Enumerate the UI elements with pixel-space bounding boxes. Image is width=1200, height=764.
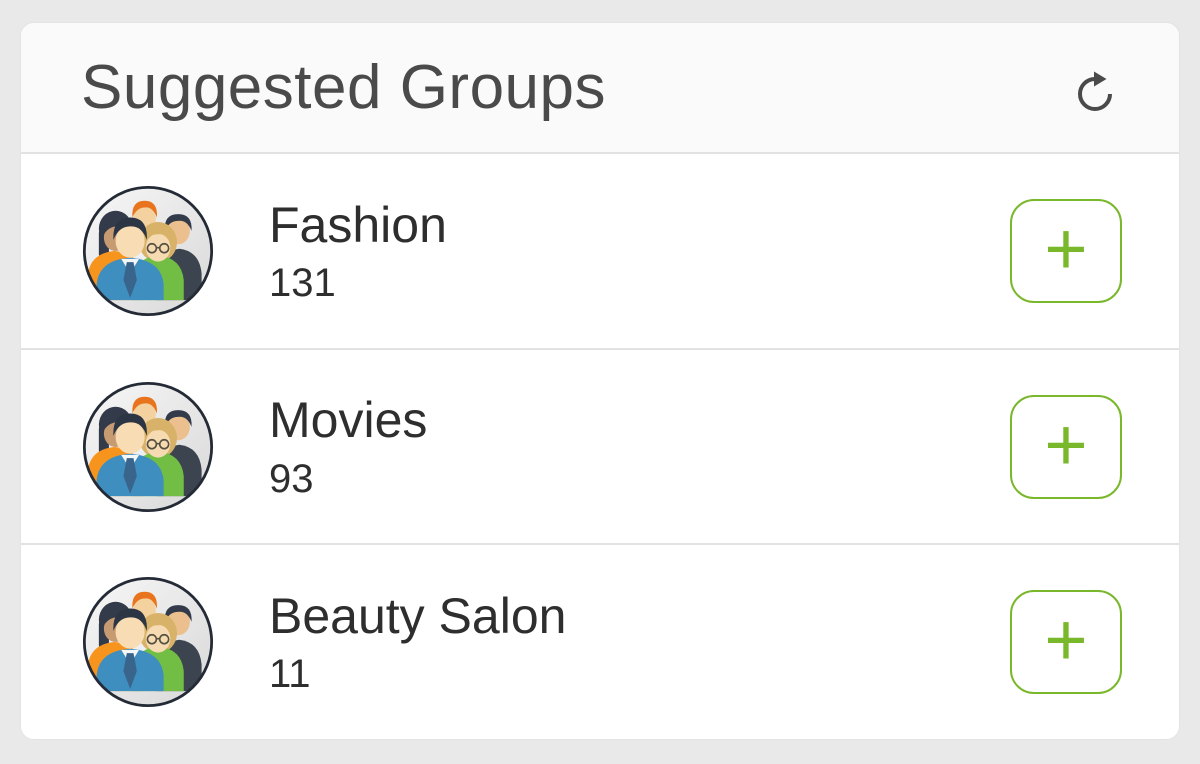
- group-name: Movies: [269, 392, 428, 449]
- suggested-groups-card: Suggested Groups: [20, 22, 1180, 740]
- plus-icon: +: [1044, 206, 1088, 290]
- group-avatar-image: [82, 381, 214, 512]
- group-name: Fashion: [269, 196, 447, 253]
- group-row: Beauty Salon 11 +: [21, 543, 1179, 739]
- group-member-count: 11: [269, 652, 311, 697]
- refresh-icon: [1078, 71, 1112, 111]
- add-group-button[interactable]: +: [1010, 394, 1122, 499]
- plus-icon: +: [1044, 402, 1088, 486]
- group-avatar-image: [82, 185, 214, 316]
- add-group-button[interactable]: +: [1010, 198, 1122, 303]
- group-avatar: [81, 575, 215, 709]
- group-info: Beauty Salon 11: [269, 590, 1010, 695]
- card-title: Suggested Groups: [81, 53, 607, 122]
- add-group-button[interactable]: +: [1010, 590, 1122, 695]
- refresh-button[interactable]: [1069, 66, 1121, 118]
- group-avatar: [81, 184, 215, 318]
- group-avatar: [81, 380, 215, 514]
- card-header: Suggested Groups: [21, 23, 1179, 154]
- group-row: Movies 93 +: [21, 347, 1179, 544]
- group-info: Movies 93: [269, 394, 1010, 499]
- group-member-count: 131: [269, 261, 336, 306]
- group-name: Beauty Salon: [269, 587, 567, 644]
- group-info: Fashion 131: [269, 199, 1010, 304]
- group-row: Fashion 131 +: [21, 154, 1179, 348]
- group-avatar-image: [82, 577, 214, 708]
- group-list: Fashion 131 +: [21, 154, 1179, 739]
- plus-icon: +: [1044, 598, 1088, 682]
- group-member-count: 93: [269, 456, 314, 501]
